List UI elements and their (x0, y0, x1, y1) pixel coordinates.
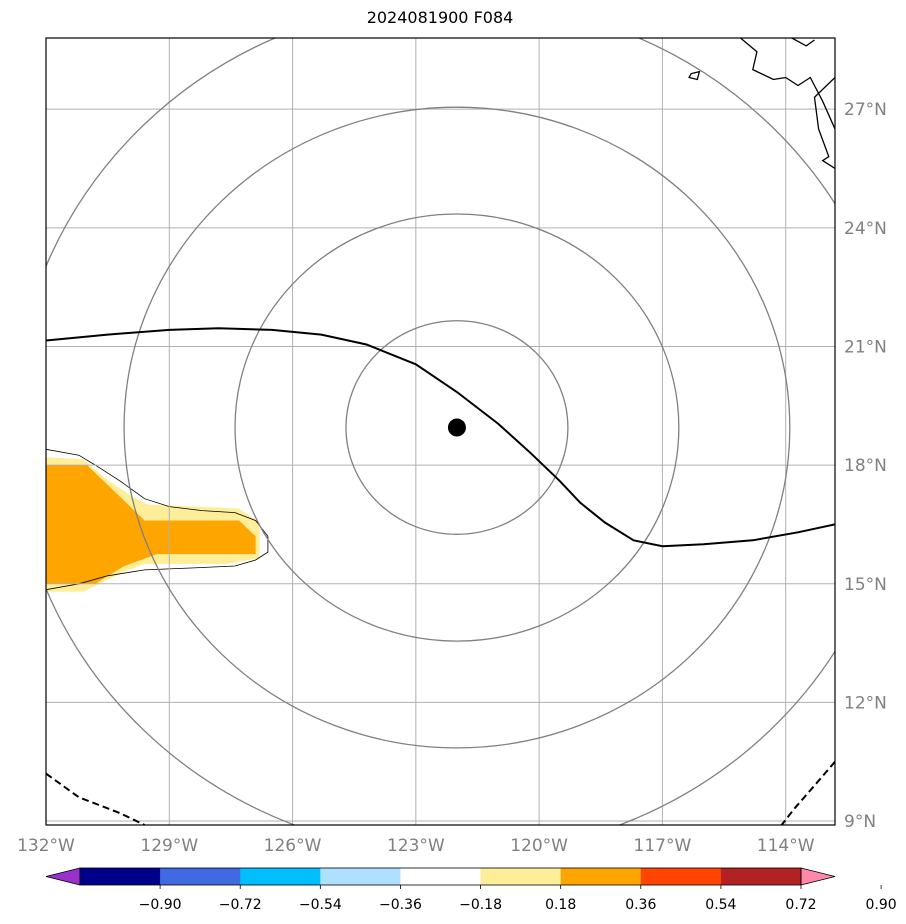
colorbar-frame (79, 867, 802, 886)
coastline-layer (688, 38, 835, 170)
lon-tick-label: 117°W (634, 836, 692, 856)
colorbar-extend-high (800, 867, 836, 886)
lon-tick-label: 114°W (757, 836, 815, 856)
colorbar-tick-label: 0.54 (705, 897, 736, 913)
map-title: 2024081900 F084 (366, 8, 514, 27)
longitude-ticks: 132°W 129°W 126°W 123°W 120°W 117°W 114°W (17, 836, 815, 856)
colorbar-tick-label: 0.72 (785, 897, 816, 913)
coastline-segment (813, 77, 835, 170)
colorbar-segment (320, 868, 401, 885)
range-ring (234, 213, 680, 642)
colorbar: −0.90 −0.72 −0.54 −0.36 −0.18 0.18 0.36 0.54 0.7… (45, 867, 897, 913)
colorbar-segment (240, 868, 321, 885)
lat-tick-label: 18°N (844, 456, 887, 476)
solid-contour (46, 327, 835, 548)
lon-tick-label: 120°W (510, 836, 568, 856)
colorbar-tick-label: −0.36 (379, 897, 422, 913)
lat-tick-label: 27°N (844, 100, 887, 120)
coast-islet (688, 70, 701, 81)
colorbar-tick-label: −0.18 (459, 897, 502, 913)
colorbar-extend-low (45, 867, 81, 886)
range-ring (345, 320, 569, 535)
center-marker-layer (447, 418, 466, 437)
dashed-contour (780, 761, 835, 825)
colorbar-tick-label: −0.54 (299, 897, 342, 913)
colorbar-segment (480, 868, 562, 885)
colorbar-tick-label: −0.72 (219, 897, 262, 913)
lon-tick-label: 132°W (17, 836, 75, 856)
colorbar-segment (640, 868, 722, 885)
lat-tick-label: 21°N (844, 337, 887, 357)
lon-tick-label: 123°W (387, 836, 445, 856)
contour-lines (46, 327, 835, 825)
colorbar-segment (160, 868, 241, 885)
lat-tick-label: 9°N (844, 812, 876, 832)
lon-tick-label: 129°W (140, 836, 198, 856)
coastline-segment (791, 38, 815, 47)
colorbar-tick-label: 0.36 (625, 897, 656, 913)
colorbar-tick-label: 0.90 (866, 897, 897, 913)
lat-tick-label: 24°N (844, 219, 887, 239)
lat-tick-label: 15°N (844, 575, 887, 595)
colorbar-segment (560, 868, 642, 885)
colorbar-segment (80, 868, 161, 885)
lat-tick-label: 12°N (844, 693, 887, 713)
latitude-ticks: 9°N 12°N 15°N 18°N 21°N 24°N 27°N (844, 100, 887, 832)
colorbar-segment (720, 868, 802, 885)
map-background (46, 38, 835, 825)
gridlines (46, 38, 835, 825)
storm-center-marker (447, 418, 466, 437)
map-plot-area (46, 38, 835, 825)
range-rings (46, 38, 835, 825)
colorbar-tick-label: 0.18 (545, 897, 576, 913)
colorbar-tick-label: −0.90 (139, 897, 182, 913)
colorbar-segment (400, 868, 482, 885)
lon-tick-label: 126°W (264, 836, 322, 856)
shade-dark-region (46, 465, 256, 584)
map-frame (45, 37, 836, 826)
range-ring (123, 106, 791, 749)
